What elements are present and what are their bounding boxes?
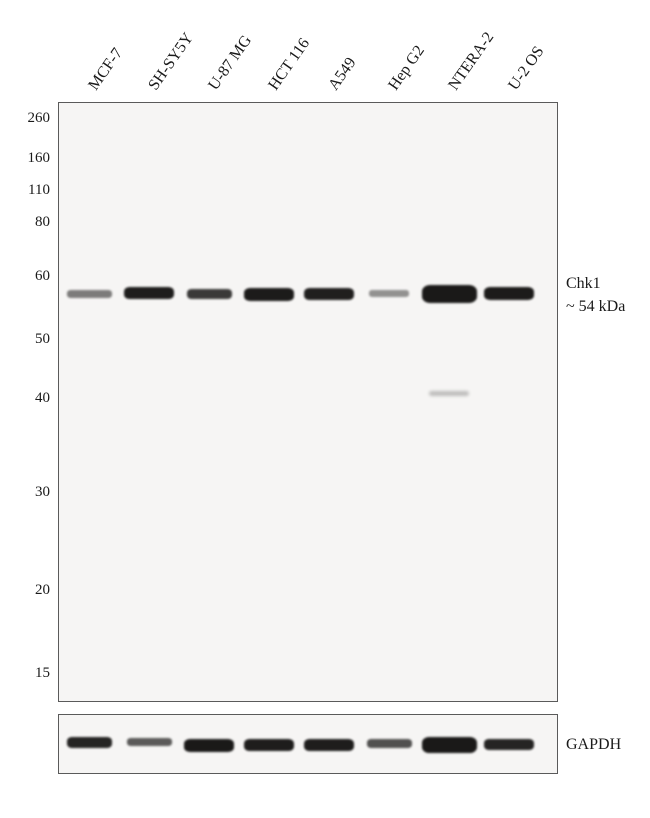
lane-label-3: HCT 116 <box>265 35 314 94</box>
western-blot-figure: MCF-7 SH-SY5YU-87 MGHCT 116 A549 Hep G2 NTER… <box>10 20 640 800</box>
mw-marker-160: 160 <box>10 150 50 167</box>
mw-marker-50: 50 <box>10 331 50 348</box>
mw-marker-40: 40 <box>10 390 50 407</box>
chk1-blot-panel <box>58 102 558 702</box>
chk1-label: Chk1 <box>566 275 601 293</box>
gapdh-blot-panel <box>58 714 558 774</box>
nonspecific-band <box>429 391 469 396</box>
mw-marker-80: 80 <box>10 214 50 231</box>
band <box>369 290 409 297</box>
band <box>127 738 172 746</box>
lane-labels: MCF-7 SH-SY5YU-87 MGHCT 116 A549 Hep G2 NTER… <box>70 20 560 100</box>
mw-marker-15: 15 <box>10 665 50 682</box>
gapdh-label: GAPDH <box>566 736 621 754</box>
mw-marker-60: 60 <box>10 268 50 285</box>
band <box>244 739 294 751</box>
mw-marker-20: 20 <box>10 582 50 599</box>
lane-label-2: U-87 MG <box>205 32 256 94</box>
lane-label-0: MCF-7 <box>85 45 127 94</box>
band <box>184 739 234 752</box>
lane-label-4: A549 <box>325 55 360 94</box>
band <box>67 737 112 748</box>
band <box>244 288 294 301</box>
mw-marker-110: 110 <box>10 182 50 199</box>
lane-label-6: NTERA-2 <box>445 29 498 94</box>
band <box>304 288 354 300</box>
band <box>484 739 534 750</box>
band <box>67 290 112 298</box>
lane-label-7: U-2 OS <box>505 43 548 94</box>
band <box>484 287 534 300</box>
band <box>124 287 174 299</box>
band <box>422 737 477 753</box>
lane-label-5: Hep G2 <box>385 43 429 94</box>
band <box>422 285 477 303</box>
band <box>187 289 232 299</box>
chk1-mw-label: ~ 54 kDa <box>566 298 625 316</box>
gapdh-bands <box>59 715 557 773</box>
chk1-bands <box>59 103 557 701</box>
band <box>304 739 354 751</box>
band <box>367 739 412 748</box>
lane-label-1: SH-SY5Y <box>145 30 197 94</box>
mw-marker-260: 260 <box>10 110 50 127</box>
mw-marker-30: 30 <box>10 484 50 501</box>
